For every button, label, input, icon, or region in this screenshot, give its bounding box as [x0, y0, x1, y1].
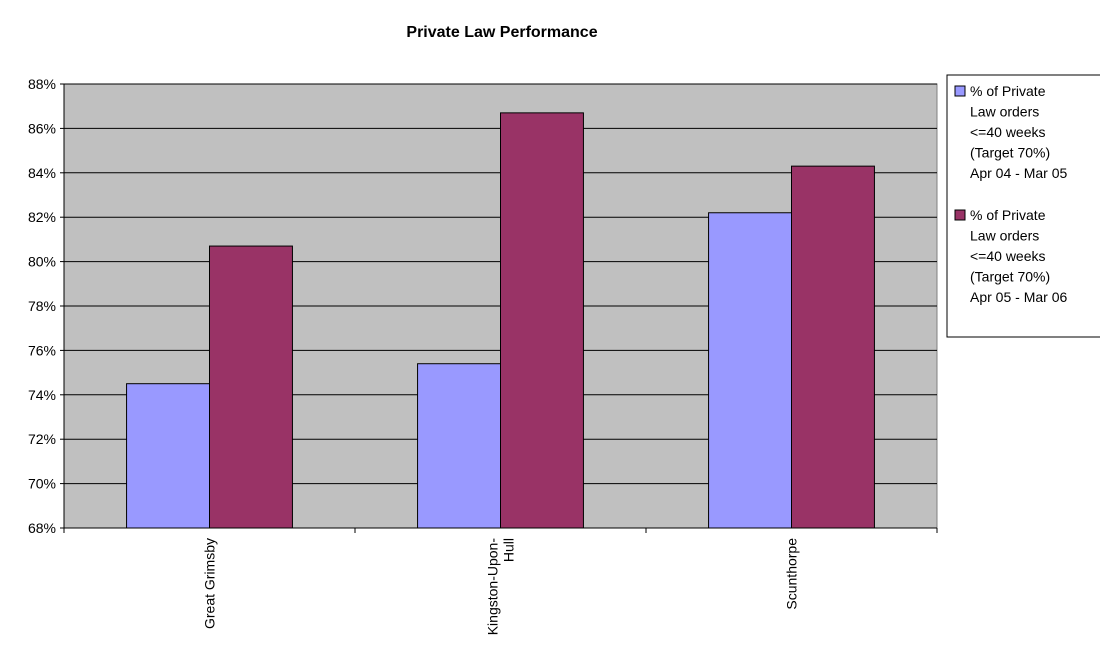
y-tick-label: 84%	[28, 165, 56, 181]
legend-entry-line: % of Private	[970, 207, 1046, 223]
bar-2-3	[792, 166, 875, 528]
y-tick-label: 74%	[28, 387, 56, 403]
legend-entry-line: <=40 weeks	[970, 124, 1046, 140]
x-axis-tick-labels: Great Grimsby Kingston-Upon-Hull Scunthorp…	[202, 538, 800, 636]
y-tick-label: 68%	[28, 520, 56, 536]
x-tick-label-line: Great Grimsby	[202, 538, 218, 629]
legend-entry-line: <=40 weeks	[970, 248, 1046, 264]
y-tick-label: 86%	[28, 120, 56, 136]
x-tick-label: Great Grimsby	[202, 538, 218, 629]
bar-2-1	[210, 246, 293, 528]
x-tick-label-line: Hull	[501, 538, 517, 562]
bar-2-2	[501, 113, 584, 528]
x-tick-label: Kingston-Upon-Hull	[485, 538, 517, 636]
y-tick-label: 76%	[28, 342, 56, 358]
legend-entry-line: (Target 70%)	[970, 145, 1050, 161]
legend-swatch	[955, 86, 965, 96]
x-tick-label-line: Scunthorpe	[784, 538, 800, 610]
x-tick-label: Scunthorpe	[784, 538, 800, 610]
x-tick-label-line: Kingston-Upon-	[485, 538, 501, 636]
legend-entry-line: (Target 70%)	[970, 269, 1050, 285]
legend-entry-line: Apr 05 - Mar 06	[970, 289, 1067, 305]
bar-1-2	[418, 364, 501, 528]
legend-entry-line: Law orders	[970, 228, 1039, 244]
y-axis-tick-labels: 68% 70% 72% 74% 76% 78% 80% 82% 84% 86% 88%	[28, 76, 56, 536]
legend-entry-line: Apr 04 - Mar 05	[970, 165, 1067, 181]
y-tick-label: 82%	[28, 209, 56, 225]
bar-1-3	[709, 213, 792, 528]
y-tick-label: 72%	[28, 431, 56, 447]
legend-swatch	[955, 210, 965, 220]
y-tick-label: 78%	[28, 298, 56, 314]
legend: % of Private Law orders <=40 weeks (Target …	[947, 75, 1100, 337]
y-tick-label: 88%	[28, 76, 56, 92]
legend-entry-line: Law orders	[970, 104, 1039, 120]
chart-title: Private Law Performance	[406, 24, 597, 41]
legend-entry-line: % of Private	[970, 83, 1046, 99]
y-tick-label: 70%	[28, 476, 56, 492]
bar-1-1	[127, 384, 210, 528]
y-tick-label: 80%	[28, 254, 56, 270]
